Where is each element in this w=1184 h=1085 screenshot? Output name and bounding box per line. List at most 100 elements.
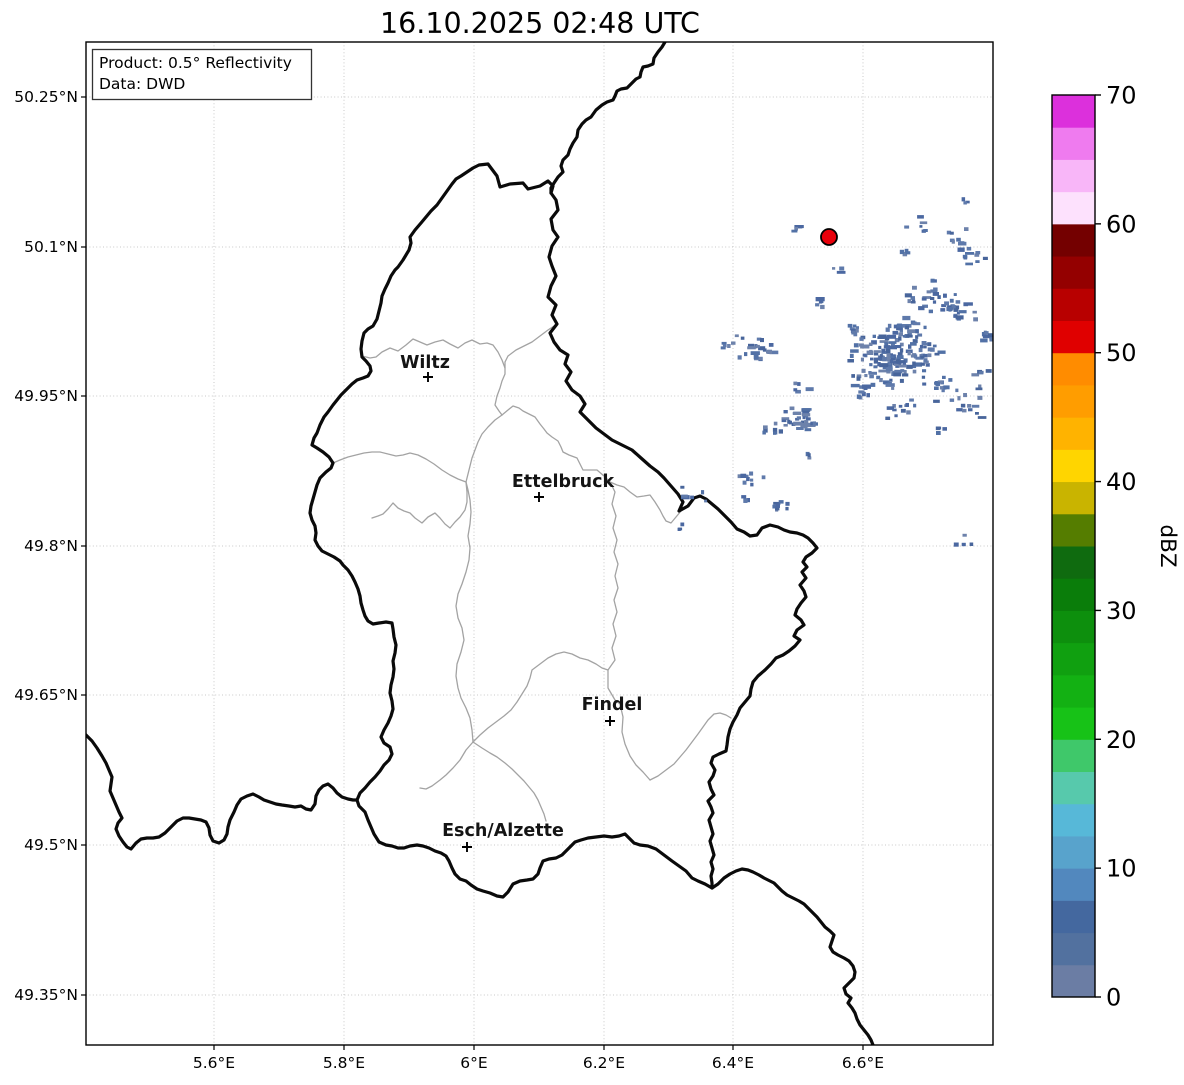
echo-pixel [866, 393, 870, 398]
echo-pixel [922, 382, 927, 386]
echo-pixel [785, 501, 790, 506]
echo-pixel [789, 406, 795, 411]
echo-pixel [988, 333, 993, 338]
france-belgium-border [86, 733, 359, 851]
echo-pixel [907, 351, 911, 356]
echo-pixel [801, 413, 811, 417]
info-box-data-line: Data: DWD [99, 75, 185, 93]
echo-pixel [853, 343, 859, 348]
echo-pixel [957, 396, 961, 401]
colorbar-frame [1051, 94, 1096, 998]
echo-pixel [899, 342, 904, 347]
figure-title: 16.10.2025 02:48 UTC [380, 7, 700, 40]
echo-pixel [906, 364, 913, 369]
canton-border-line [504, 323, 558, 369]
echo-pixel [885, 367, 893, 372]
echo-pixel [944, 301, 949, 306]
echo-pixel [973, 317, 978, 322]
echo-pixel [783, 410, 788, 414]
echo-pixel [744, 352, 748, 357]
map-plot-background [86, 42, 993, 1045]
echo-pixel [912, 298, 916, 302]
echo-pixel [818, 299, 823, 304]
echo-pixel [917, 333, 923, 337]
echo-pixel [761, 475, 766, 480]
echo-pixel [851, 374, 855, 378]
echo-pixel [805, 417, 811, 421]
echo-pixel [956, 312, 960, 315]
echo-pixel [815, 303, 820, 307]
echo-pixel [884, 342, 888, 345]
echo-pixel [984, 331, 989, 335]
echo-pixel [802, 415, 806, 420]
echo-pixel [856, 374, 862, 379]
echo-pixel [974, 253, 980, 257]
echo-pixel [810, 421, 815, 426]
echo-pixel [737, 474, 742, 479]
echo-pixel [939, 386, 944, 390]
echo-pixel [942, 375, 946, 379]
echo-pixel [889, 378, 893, 382]
colorbar-segment [1052, 578, 1095, 611]
y-axis-tick-label: 49.5°N [24, 836, 78, 854]
colorbar-segment [1052, 674, 1095, 708]
echo-pixel [907, 299, 912, 304]
colorbar-segment [1052, 95, 1095, 128]
echo-pixel [946, 230, 952, 235]
echo-pixel [915, 356, 924, 360]
echo-pixel [886, 352, 891, 357]
echo-pixel [796, 416, 801, 420]
echo-pixel [869, 363, 873, 367]
echo-pixel [978, 384, 982, 388]
city-label: Wiltz [400, 353, 450, 373]
echo-pixel [886, 356, 891, 360]
echo-pixel [934, 386, 939, 390]
echo-pixel [934, 352, 940, 356]
echo-pixel [746, 498, 750, 503]
echo-pixel [922, 304, 928, 308]
y-axis-tick-label: 49.35°N [14, 986, 78, 1004]
echo-pixel [869, 349, 873, 353]
echo-pixel [791, 229, 798, 233]
axis-tick-labels: 5.6°E 5.8°E 6°E 6.2°E 6.4°E 6.6°E 50.25°N 50.1°… [14, 88, 884, 1072]
echo-pixel [755, 344, 760, 348]
city-marker-icon [534, 492, 544, 502]
echo-pixel [847, 359, 854, 363]
city-annotation: Wiltz [400, 353, 450, 382]
echo-pixel [892, 330, 899, 335]
echo-pixel [868, 342, 873, 346]
echo-pixel [953, 314, 958, 318]
echo-pixel [903, 358, 908, 362]
echo-pixel [795, 389, 801, 394]
echo-pixel [965, 200, 970, 204]
echo-pixel [953, 293, 957, 296]
echo-pixel [953, 542, 959, 547]
echo-pixel [873, 359, 879, 364]
echo-pixel [882, 365, 888, 370]
echo-pixel [906, 410, 911, 415]
echo-pixel [899, 348, 904, 353]
echo-pixel [883, 381, 888, 385]
echo-pixel [913, 403, 917, 408]
echo-pixel [918, 306, 925, 311]
echo-pixel [962, 254, 968, 259]
echo-pixel [856, 376, 861, 381]
echo-pixel [961, 197, 966, 202]
echo-pixel [923, 353, 928, 358]
echo-pixel [975, 412, 979, 415]
echo-pixel [912, 285, 917, 290]
echo-pixel [962, 408, 967, 413]
info-box-product-line: Product: 0.5° Reflectivity [99, 54, 292, 72]
colorbar-tick-label: 0 [1106, 984, 1121, 1012]
echo-pixel [734, 334, 739, 338]
echo-pixel [793, 421, 803, 426]
echo-pixel [887, 361, 891, 366]
echo-pixel [930, 297, 935, 300]
echo-pixel [907, 329, 917, 334]
city-marker-icon [605, 716, 615, 726]
echo-pixel [915, 335, 919, 339]
echo-pixel [873, 365, 878, 369]
echo-pixel [903, 370, 907, 374]
echo-pixel [927, 342, 932, 347]
echo-pixel [892, 404, 896, 408]
